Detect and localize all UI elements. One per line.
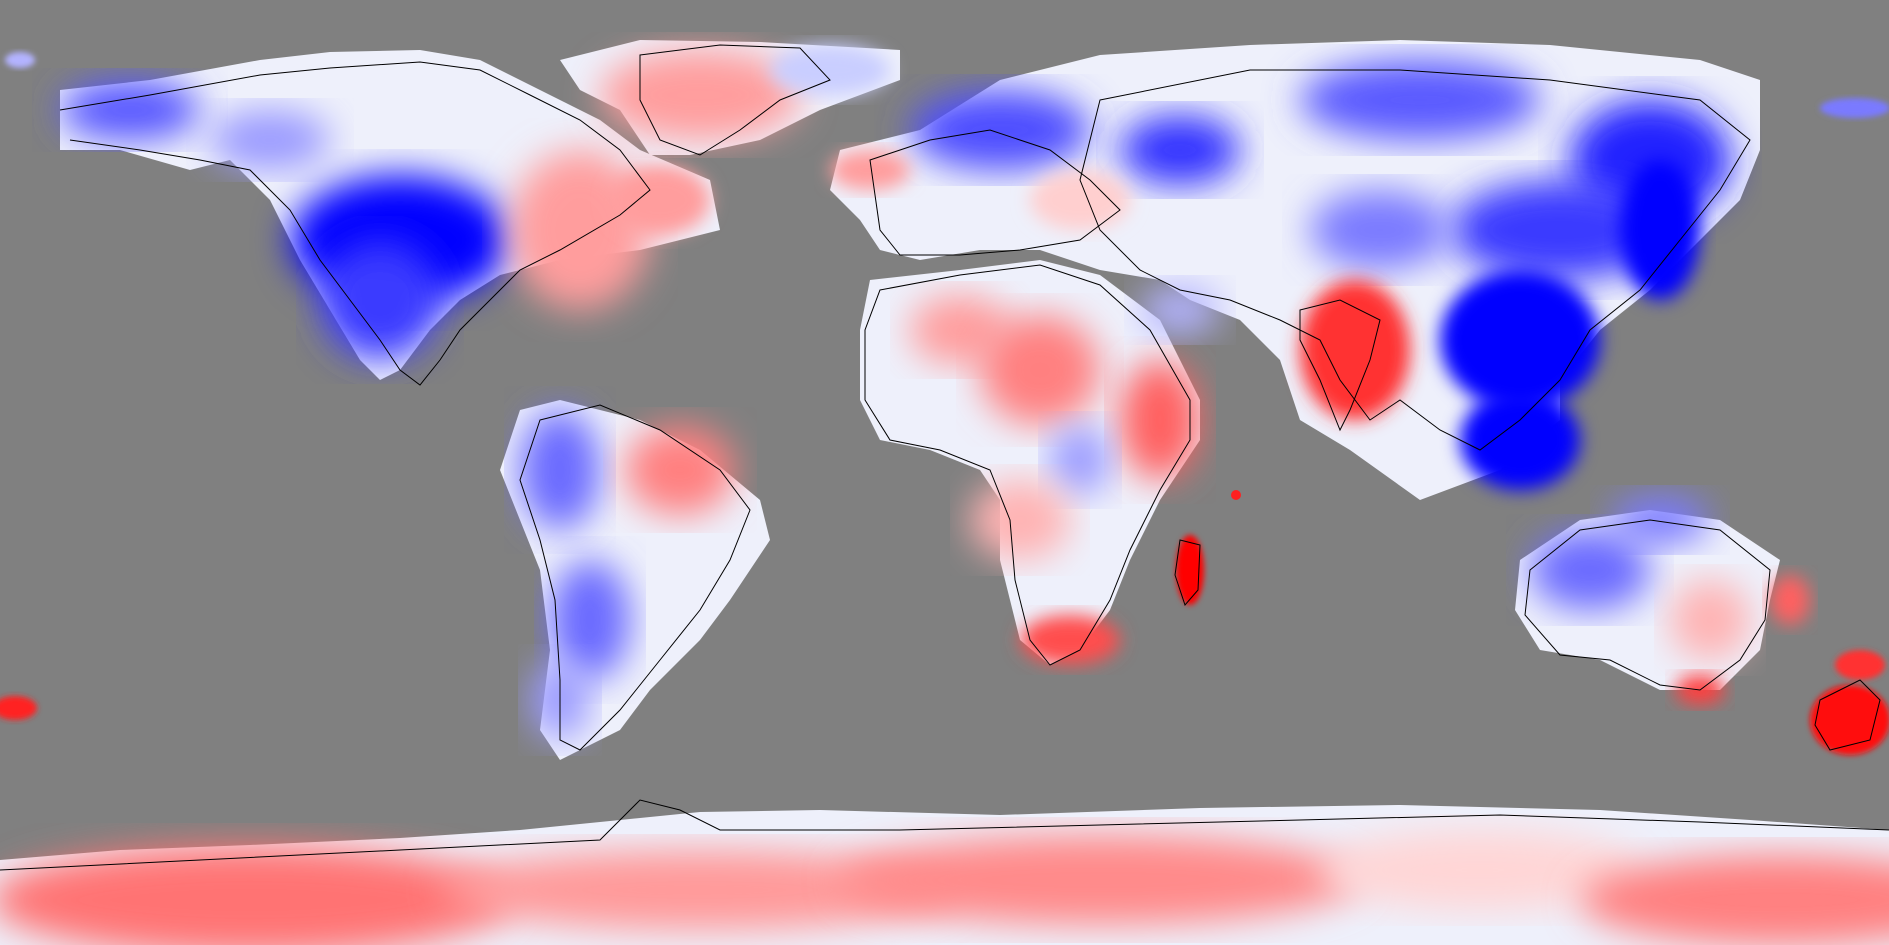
coast-south-america [519,404,751,751]
coast-india [1299,299,1381,432]
coast-north-america [59,61,651,386]
coast-new-zealand [1814,679,1881,751]
coast-australia [1524,519,1771,691]
coastlines [0,44,1889,871]
coast-africa [864,264,1191,666]
anomaly-blobs [0,45,1889,945]
madagascar-blob [1176,535,1204,605]
coast-madagascar [1174,539,1201,606]
coast-europe [869,129,1121,256]
reunion-dot [1231,490,1241,500]
coast-asia [1079,69,1751,451]
coast-greenland [639,44,831,156]
coast-antarctica [0,799,1889,871]
new-zealand-blob [1810,685,1889,755]
